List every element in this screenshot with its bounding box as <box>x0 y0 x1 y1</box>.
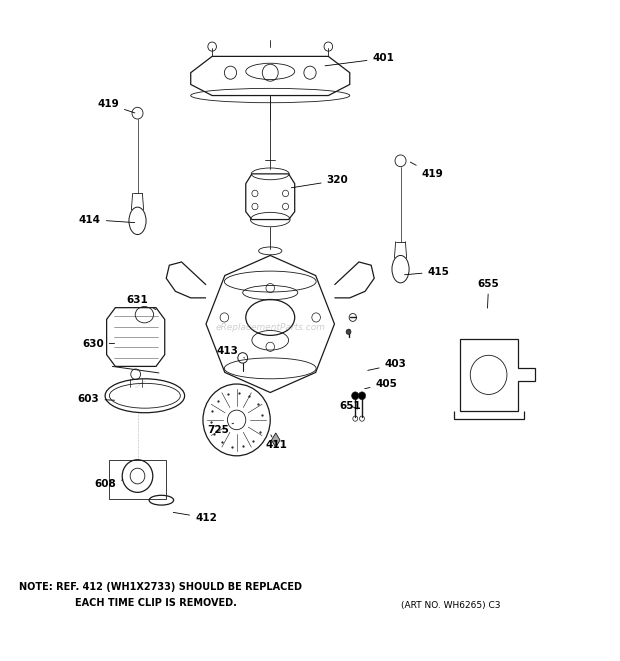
Text: 725: 725 <box>207 423 234 435</box>
Text: 320: 320 <box>291 175 348 188</box>
Text: 403: 403 <box>368 360 407 370</box>
Text: 405: 405 <box>365 379 397 389</box>
Circle shape <box>346 329 351 334</box>
Text: 415: 415 <box>404 267 450 277</box>
Text: 419: 419 <box>97 99 135 113</box>
Text: eReplacementParts.com: eReplacementParts.com <box>215 323 326 332</box>
Text: 411: 411 <box>265 435 287 449</box>
Circle shape <box>352 392 359 400</box>
Text: 630: 630 <box>82 338 115 348</box>
Text: 413: 413 <box>216 346 244 358</box>
Text: 651: 651 <box>339 401 361 410</box>
Circle shape <box>358 392 366 400</box>
Text: 414: 414 <box>79 215 135 225</box>
Text: 412: 412 <box>173 512 217 523</box>
Polygon shape <box>272 433 280 447</box>
Text: 401: 401 <box>325 54 394 66</box>
Text: 608: 608 <box>94 479 123 489</box>
Text: NOTE: REF. 412 (WH1X2733) SHOULD BE REPLACED: NOTE: REF. 412 (WH1X2733) SHOULD BE REPL… <box>19 582 303 592</box>
Text: (ART NO. WH6265) C3: (ART NO. WH6265) C3 <box>401 602 500 610</box>
Text: EACH TIME CLIP IS REMOVED.: EACH TIME CLIP IS REMOVED. <box>74 598 236 608</box>
Text: 655: 655 <box>478 278 500 308</box>
Text: 419: 419 <box>410 162 443 179</box>
Text: 603: 603 <box>78 394 115 404</box>
Text: 631: 631 <box>126 295 156 309</box>
Bar <box>109 460 166 499</box>
